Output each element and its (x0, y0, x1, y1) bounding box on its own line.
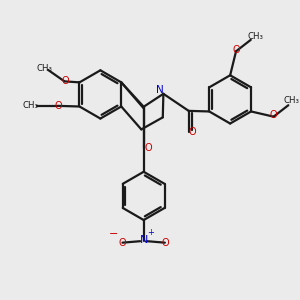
Text: O: O (188, 127, 196, 137)
Text: −: − (109, 230, 118, 239)
Text: +: + (147, 228, 154, 237)
Text: O: O (232, 45, 240, 55)
Text: CH₃: CH₃ (23, 101, 39, 110)
Text: CH₃: CH₃ (283, 96, 299, 105)
Text: O: O (162, 238, 169, 248)
Text: O: O (119, 238, 126, 248)
Text: N: N (156, 85, 164, 95)
Text: O: O (270, 110, 278, 120)
Text: O: O (61, 76, 69, 86)
Text: CH₃: CH₃ (37, 64, 52, 73)
Text: CH₃: CH₃ (247, 32, 263, 41)
Text: N: N (140, 235, 148, 245)
Text: O: O (144, 143, 152, 153)
Text: O: O (54, 101, 62, 111)
